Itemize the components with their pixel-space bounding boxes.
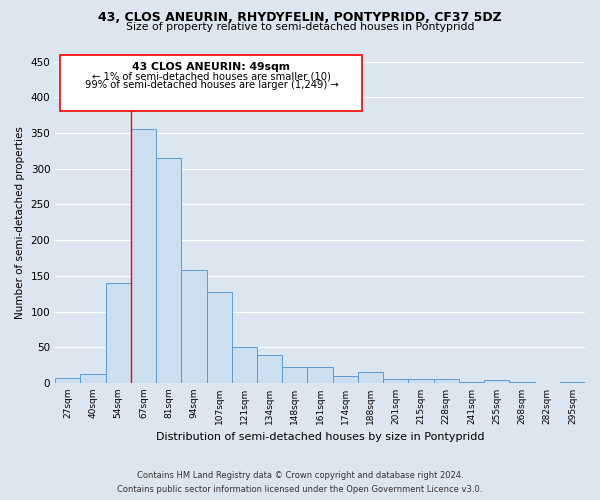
Text: 43, CLOS ANEURIN, RHYDYFELIN, PONTYPRIDD, CF37 5DZ: 43, CLOS ANEURIN, RHYDYFELIN, PONTYPRIDD… [98,11,502,24]
Bar [383,380,409,383]
Text: Contains HM Land Registry data © Crown copyright and database right 2024.
Contai: Contains HM Land Registry data © Crown c… [118,472,482,494]
Bar [332,376,358,383]
Bar [232,347,257,383]
Bar [509,382,535,383]
Bar [358,372,383,383]
Text: Size of property relative to semi-detached houses in Pontypridd: Size of property relative to semi-detach… [126,22,474,32]
Text: 99% of semi-detached houses are larger (1,249) →: 99% of semi-detached houses are larger (… [85,80,338,90]
X-axis label: Distribution of semi-detached houses by size in Pontypridd: Distribution of semi-detached houses by … [156,432,484,442]
Text: ← 1% of semi-detached houses are smaller (10): ← 1% of semi-detached houses are smaller… [92,72,331,82]
Bar [282,367,307,383]
Bar [106,283,131,383]
Y-axis label: Number of semi-detached properties: Number of semi-detached properties [15,126,25,318]
Bar [409,378,434,383]
Bar [55,378,80,383]
Bar [560,382,585,383]
Bar [434,378,459,383]
Bar [131,130,156,383]
FancyBboxPatch shape [61,55,362,112]
Bar [206,292,232,383]
Text: 43 CLOS ANEURIN: 49sqm: 43 CLOS ANEURIN: 49sqm [133,62,290,72]
Bar [257,355,282,383]
Bar [459,382,484,383]
Bar [181,270,206,383]
Bar [484,380,509,383]
Bar [156,158,181,383]
Bar [80,374,106,383]
Bar [307,367,332,383]
